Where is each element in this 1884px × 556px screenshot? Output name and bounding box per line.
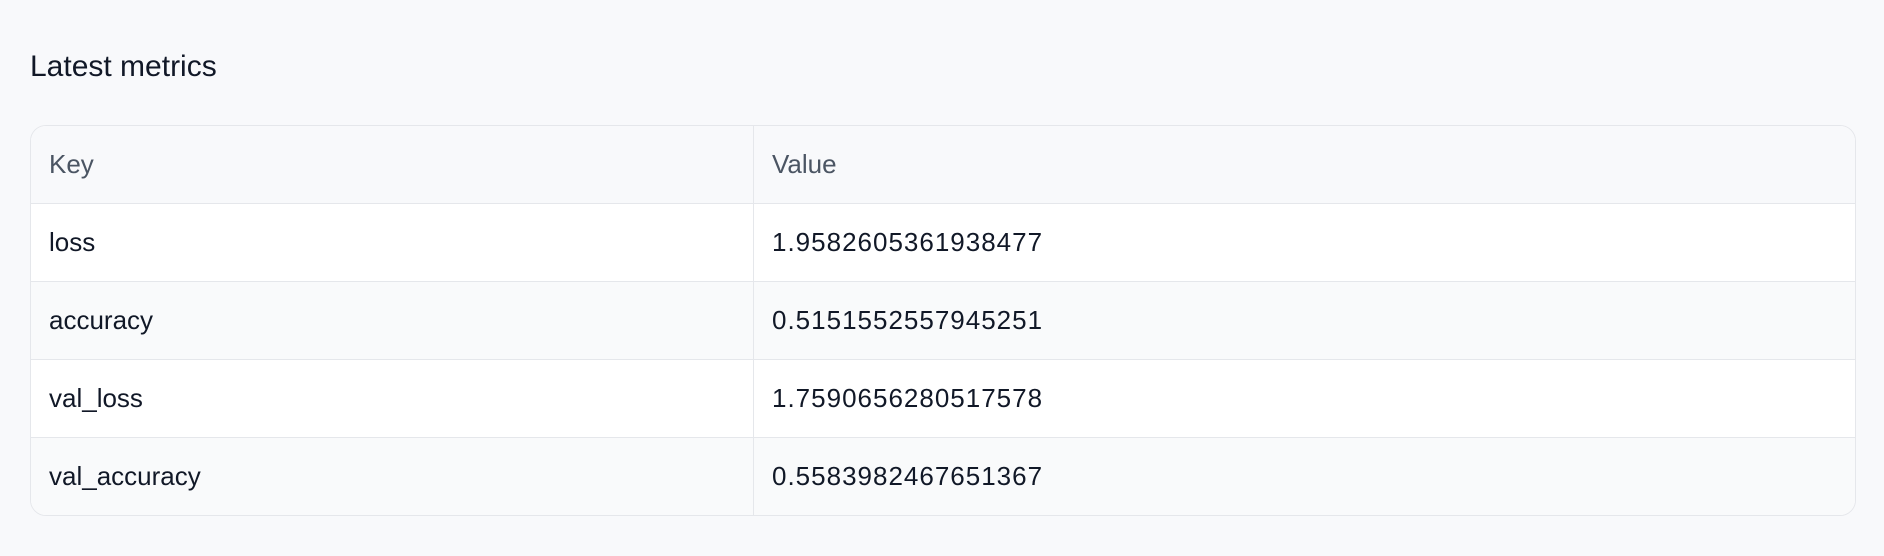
metric-value: 0.5583982467651367 xyxy=(753,437,1855,515)
table-header-row: Key Value xyxy=(31,126,1855,204)
table-row: val_accuracy 0.5583982467651367 xyxy=(31,437,1855,515)
metric-key: loss xyxy=(31,203,754,282)
metric-key: val_accuracy xyxy=(31,437,754,515)
metrics-table: Key Value loss 1.9582605361938477 accura… xyxy=(30,125,1856,516)
metric-key: val_loss xyxy=(31,359,754,438)
metric-value: 1.7590656280517578 xyxy=(753,359,1855,438)
table-row: loss 1.9582605361938477 xyxy=(31,203,1855,282)
metric-value: 0.5151552557945251 xyxy=(753,281,1855,360)
section-title: Latest metrics xyxy=(30,50,217,83)
metric-key: accuracy xyxy=(31,281,754,360)
table-row: val_loss 1.7590656280517578 xyxy=(31,359,1855,438)
metric-value: 1.9582605361938477 xyxy=(753,203,1855,282)
column-header-value: Value xyxy=(753,126,1855,204)
table-row: accuracy 0.5151552557945251 xyxy=(31,281,1855,360)
column-header-key: Key xyxy=(31,126,754,204)
